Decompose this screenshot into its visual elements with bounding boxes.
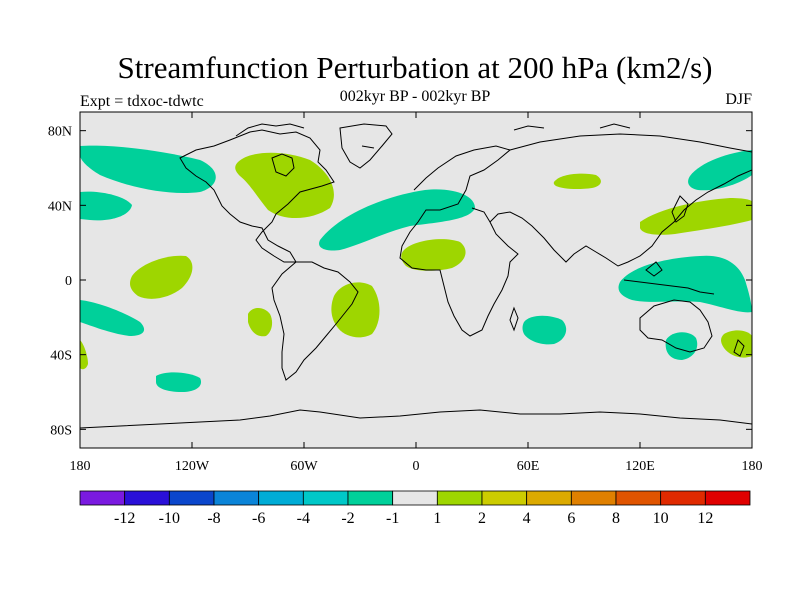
experiment-label: Expt = tdxoc-tdwtc [80,93,204,110]
greenland [339,123,393,169]
colorbar-swatch [436,490,483,506]
colorbar-label: 2 [478,510,486,527]
colorbar-swatch [660,490,706,506]
north-america-coast [179,129,335,263]
south-america [331,282,380,338]
colorbar-label: 8 [612,510,620,527]
longitude-axis: 180 120W 60W 0 60E 120E 180 [70,112,763,474]
chart-subtitle: 002kyr BP - 002kyr BP [339,88,491,105]
south-pacific-small [248,308,273,337]
colorbar-swatch [570,490,617,506]
lon-tick-label: 180 [742,459,763,474]
south-pacific [80,300,145,336]
lon-tick-label: 180 [70,459,91,474]
north-pacific-far-east [688,150,752,191]
colorbar-label: -12 [114,510,135,527]
tropical-west-pacific [618,255,752,313]
north-atlantic [319,189,475,251]
anomaly-layer [80,145,752,392]
colorbar-swatch [392,490,438,506]
colorbar-swatch [526,490,572,506]
colorbar-label: -8 [207,510,220,527]
australia-coast [639,299,713,353]
south-america-coast [271,261,359,381]
arctic-islands [235,123,631,149]
asia-coast [489,133,752,267]
colorbar-swatch [347,490,394,506]
colorbar-label: -1 [386,510,399,527]
colorbar-swatch [481,490,528,506]
colorbar-swatch [124,490,170,506]
colorbar-swatch [615,490,662,506]
coastlines [80,123,752,429]
colorbar-swatch [258,490,304,506]
colorbar: -12 -10 -8 -6 -4 -2 -1 1 2 4 6 8 10 12 [79,490,751,527]
colorbar-label: -2 [341,510,354,527]
central-asia [553,173,601,190]
japan [671,195,689,223]
tropical-africa [401,239,466,271]
south-indian-ocean [522,315,567,345]
antarctica-coast [80,409,752,429]
colorbar-swatch [213,490,260,506]
east-asia-pacific [640,198,752,235]
colorbar-label: 6 [567,510,575,527]
colorbar-label: 1 [433,510,441,527]
colorbar-label: -4 [297,510,310,527]
tropical-pacific-east [130,255,193,299]
lon-tick-label: 60E [517,459,540,474]
lat-tick-label: 40S [50,349,72,364]
colorbar-swatch [704,490,751,506]
colorbar-swatch [79,490,126,506]
latitude-axis: 80N 40N 0 40S 80S [48,125,752,438]
australia-south [665,332,698,360]
europe-africa-coast [399,145,519,337]
colorbar-swatch [302,490,349,506]
season-label: DJF [725,91,752,108]
southern-ocean-pacific [156,372,202,392]
north-america [235,152,334,219]
chart-title: Streamfunction Perturbation at 200 hPa (… [117,50,713,85]
lon-tick-label: 120W [175,459,210,474]
colorbar-label: 10 [653,510,669,527]
indonesia [623,261,715,295]
colorbar-label: 12 [697,510,713,527]
lat-tick-label: 0 [65,274,72,289]
colorbar-label: 4 [523,510,531,527]
lat-tick-label: 80N [48,125,72,140]
new-zealand-coast [733,339,745,357]
lon-tick-label: 120E [625,459,655,474]
colorbar-label: -10 [159,510,180,527]
lon-tick-label: 0 [413,459,420,474]
lat-tick-label: 80S [50,423,72,438]
lat-tick-label: 40N [48,199,72,214]
madagascar [509,306,519,332]
colorbar-label: -6 [252,510,265,527]
lon-tick-label: 60W [290,459,318,474]
hudson-bay [271,153,295,177]
colorbar-swatch [168,490,215,506]
north-pacific-west [80,191,132,221]
